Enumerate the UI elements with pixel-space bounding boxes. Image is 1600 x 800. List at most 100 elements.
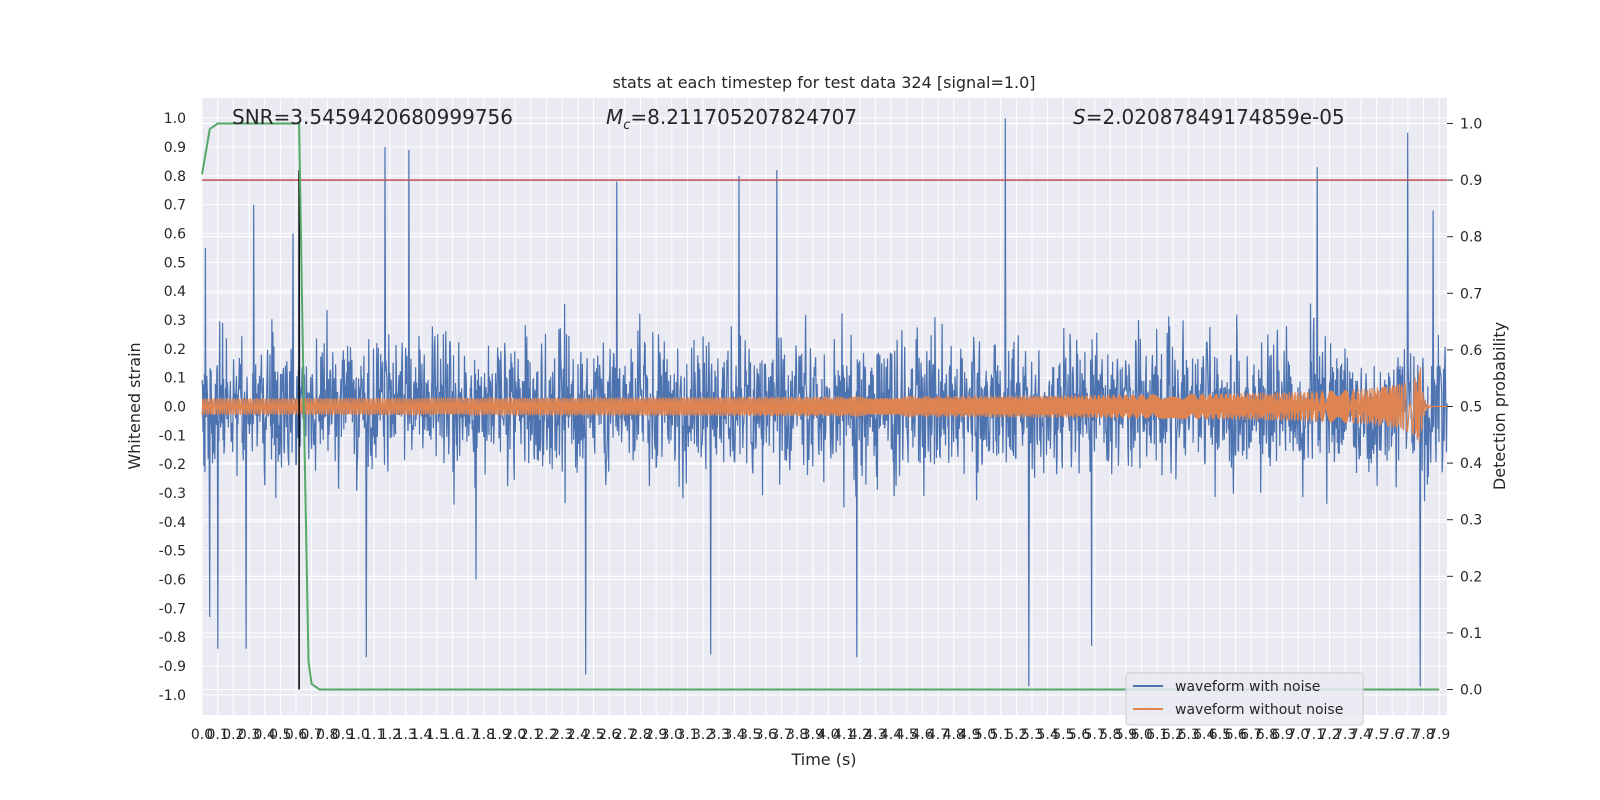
legend: waveform with noise waveform without noi… — [1125, 672, 1364, 726]
y-tick-label: -0.5 — [159, 544, 186, 560]
x-tick-label: 6.4 — [1193, 727, 1215, 743]
x-tick-label: 6.3 — [1177, 727, 1199, 743]
x-tick-label: 1.4 — [410, 727, 432, 743]
y-tick-label: -0.1 — [159, 428, 186, 444]
x-tick-label: 4.9 — [958, 727, 980, 743]
x-tick-label: 5.7 — [1084, 727, 1106, 743]
x-tick-label: 4.0 — [817, 727, 839, 743]
legend-label-clean: waveform without noise — [1175, 702, 1343, 718]
y2-tick-label: 0.0 — [1460, 683, 1482, 699]
x-tick-label: 7.7 — [1397, 727, 1419, 743]
x-tick-label: 1.6 — [441, 727, 463, 743]
y-tick-label: 0.9 — [164, 140, 186, 156]
x-tick-label: 6.0 — [1130, 727, 1152, 743]
y-tick-label: 0.0 — [164, 400, 186, 416]
x-tick-label: 7.1 — [1303, 727, 1325, 743]
x-tick-labels: 0.00.10.20.30.40.50.60.70.80.91.01.11.21… — [191, 727, 1450, 743]
y2-tick-label: 0.6 — [1460, 343, 1482, 359]
y-tick-label: 0.6 — [164, 227, 186, 243]
x-tick-label: 0.4 — [254, 727, 276, 743]
x-tick-label: 5.1 — [990, 727, 1012, 743]
x-tick-label: 7.2 — [1318, 727, 1340, 743]
y2-tick-label: 0.5 — [1460, 400, 1482, 416]
y-tick-label: 0.1 — [164, 371, 186, 387]
x-tick-label: 6.9 — [1271, 727, 1293, 743]
y-tick-label: -0.9 — [159, 659, 186, 675]
x-tick-label: 6.6 — [1224, 727, 1246, 743]
y-tick-labels: 1.0 0.9 0.8 0.7 0.6 0.5 0.4 0.3 0.2 0.1 0.0 -0.1 -0.… — [159, 111, 186, 704]
y-tick-label: 0.3 — [164, 313, 186, 329]
x-tick-label: 1.2 — [379, 727, 401, 743]
y-tick-label: 0.7 — [164, 198, 186, 214]
x-tick-label: 3.8 — [786, 727, 808, 743]
y-tick-label: -0.3 — [159, 486, 186, 502]
x-tick-label: 2.1 — [520, 727, 542, 743]
y2-tick-label: 0.9 — [1460, 173, 1482, 189]
y-tick-label: 0.4 — [164, 284, 186, 300]
snr-stat: SNR=3.5459420680999756 — [232, 105, 513, 129]
y2-tick-labels: 1.0 0.9 0.8 0.7 0.6 0.5 0.4 0.3 0.2 0.1 0.0 — [1447, 116, 1482, 699]
x-tick-label: 3.9 — [802, 727, 824, 743]
y-tick-label: -0.7 — [159, 601, 186, 617]
x-tick-label: 1.9 — [488, 727, 510, 743]
x-tick-label: 3.5 — [739, 727, 761, 743]
y-axis-label: Whitened strain — [125, 342, 144, 469]
x-tick-label: 0.7 — [300, 727, 322, 743]
x-tick-label: 4.5 — [896, 727, 918, 743]
y-tick-label: 0.2 — [164, 342, 186, 358]
x-tick-label: 0.6 — [285, 727, 307, 743]
x-tick-label: 3.7 — [770, 727, 792, 743]
x-tick-label: 2.4 — [567, 727, 589, 743]
x-axis-label: Time (s) — [790, 750, 856, 769]
y2-tick-label: 0.4 — [1460, 456, 1482, 472]
y-tick-label: 1.0 — [164, 111, 186, 127]
x-tick-label: 3.2 — [692, 727, 714, 743]
x-tick-label: 2.8 — [629, 727, 651, 743]
x-tick-label: 1.5 — [426, 727, 448, 743]
y-tick-label: -0.4 — [159, 515, 186, 531]
x-tick-label: 0.3 — [238, 727, 260, 743]
x-tick-label: 5.0 — [974, 727, 996, 743]
x-tick-label: 2.2 — [535, 727, 557, 743]
x-tick-label: 0.5 — [269, 727, 291, 743]
mc-stat: Mc=8.211705207824707 — [606, 105, 857, 133]
x-tick-label: 2.6 — [598, 727, 620, 743]
detection-probability-line — [201, 122, 1440, 691]
x-tick-label: 5.5 — [1052, 727, 1074, 743]
x-tick-label: 4.8 — [943, 727, 965, 743]
x-tick-label: 5.6 — [1068, 727, 1090, 743]
x-tick-label: 3.3 — [708, 727, 730, 743]
x-tick-label: 6.8 — [1256, 727, 1278, 743]
y-tick-label: -0.6 — [159, 572, 186, 588]
x-tick-label: 4.6 — [911, 727, 933, 743]
legend-label-noisy: waveform with noise — [1175, 679, 1320, 695]
y2-tick-label: 0.1 — [1460, 626, 1482, 642]
x-tick-label: 4.4 — [880, 727, 902, 743]
y-tick-label: -0.2 — [159, 457, 186, 473]
x-tick-label: 7.0 — [1287, 727, 1309, 743]
y2-axis-label: Detection probability — [1490, 322, 1509, 490]
x-tick-label: 7.5 — [1365, 727, 1387, 743]
x-tick-label: 4.7 — [927, 727, 949, 743]
x-tick-label: 2.0 — [504, 727, 526, 743]
x-tick-label: 6.5 — [1209, 727, 1231, 743]
y2-tick-label: 0.8 — [1460, 230, 1482, 246]
y-tick-label: 0.5 — [164, 255, 186, 271]
y-tick-label: -0.8 — [159, 630, 186, 646]
waveform-without-noise — [201, 367, 1447, 442]
clean-trace — [201, 367, 1447, 442]
x-tick-label: 0.8 — [316, 727, 338, 743]
y2-tick-label: 0.2 — [1460, 569, 1482, 585]
x-tick-label: 0.1 — [207, 727, 229, 743]
x-tick-label: 1.3 — [394, 727, 416, 743]
x-tick-label: 4.1 — [833, 727, 855, 743]
x-tick-label: 2.9 — [645, 727, 667, 743]
x-tick-label: 7.8 — [1412, 727, 1434, 743]
x-tick-label: 5.3 — [1021, 727, 1043, 743]
x-tick-label: 3.0 — [661, 727, 683, 743]
x-tick-label: 3.1 — [676, 727, 698, 743]
x-tick-label: 7.4 — [1350, 727, 1372, 743]
x-tick-label: 5.4 — [1037, 727, 1059, 743]
x-tick-label: 5.2 — [1005, 727, 1027, 743]
